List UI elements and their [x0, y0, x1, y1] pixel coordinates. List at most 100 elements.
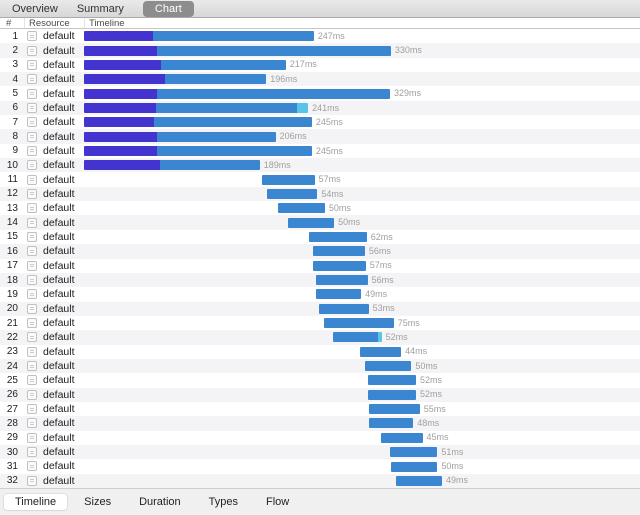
- tab-duration[interactable]: Duration: [139, 496, 181, 508]
- request-rows: 1 default 247ms 2 default 330ms 3 defaul…: [0, 29, 640, 488]
- table-row[interactable]: 32 default 49ms: [0, 473, 640, 488]
- response-segment: [315, 289, 362, 300]
- timeline-bar: [84, 74, 267, 85]
- table-row[interactable]: 13 default 50ms: [0, 201, 640, 215]
- duration-label: 241ms: [312, 102, 340, 113]
- row-number: 14: [6, 217, 18, 229]
- timeline-cell: 51ms: [84, 445, 640, 459]
- row-number: 2: [12, 45, 18, 57]
- tab-sizes[interactable]: Sizes: [84, 496, 112, 508]
- tab-summary[interactable]: Summary: [76, 2, 124, 15]
- duration-label: 45ms: [426, 432, 449, 443]
- table-row[interactable]: 27 default 55ms: [0, 402, 640, 416]
- table-row[interactable]: 11 default 57ms: [0, 172, 640, 186]
- response-segment: [396, 475, 443, 486]
- timeline-cell: 55ms: [84, 402, 640, 416]
- tab-flow[interactable]: Flow: [266, 496, 290, 508]
- table-row[interactable]: 24 default 50ms: [0, 358, 640, 374]
- resource-icon: [27, 404, 43, 415]
- timeline-bar: [84, 31, 314, 42]
- response-segment: [278, 203, 325, 214]
- timeline-cell: 56ms: [84, 273, 640, 287]
- row-number: 20: [6, 303, 18, 315]
- timeline-cell: 44ms: [84, 345, 640, 359]
- response-segment: [156, 145, 312, 156]
- table-row[interactable]: 7 default 245ms: [0, 115, 640, 129]
- table-row[interactable]: 8 default 206ms: [0, 129, 640, 144]
- table-row[interactable]: 15 default 62ms: [0, 230, 640, 244]
- resource-name: default: [43, 360, 75, 373]
- table-row[interactable]: 21 default 75ms: [0, 316, 640, 330]
- table-row[interactable]: 25 default 52ms: [0, 373, 640, 387]
- timeline-cell: 206ms: [84, 129, 640, 143]
- table-row[interactable]: 18 default 56ms: [0, 272, 640, 288]
- timeline-bar: [84, 102, 309, 113]
- column-header-number[interactable]: #: [6, 17, 12, 29]
- table-row[interactable]: 16 default 56ms: [0, 244, 640, 259]
- resource-name: default: [43, 288, 75, 301]
- duration-label: 50ms: [415, 360, 438, 371]
- table-row[interactable]: 29 default 45ms: [0, 431, 640, 445]
- resource-name: default: [43, 116, 75, 129]
- resource-icon: [27, 461, 43, 472]
- duration-label: 51ms: [441, 446, 464, 457]
- table-row[interactable]: 5 default 329ms: [0, 86, 640, 100]
- duration-label: 196ms: [270, 73, 298, 84]
- resource-icon: [27, 145, 43, 156]
- timeline-bar: [333, 332, 382, 343]
- response-segment: [364, 361, 412, 372]
- row-number: 1: [12, 30, 18, 42]
- response-segment: [390, 461, 438, 472]
- resource-name: default: [43, 44, 75, 57]
- resource-name: default: [43, 388, 75, 401]
- table-row[interactable]: 19 default 49ms: [0, 287, 640, 301]
- table-row[interactable]: 6 default 241ms: [0, 100, 640, 116]
- table-row[interactable]: 23 default 44ms: [0, 345, 640, 359]
- table-row[interactable]: 30 default 51ms: [0, 444, 640, 460]
- tab-chart[interactable]: Chart: [142, 0, 194, 17]
- resource-icon: [27, 246, 43, 257]
- duration-label: 75ms: [397, 317, 420, 328]
- table-row[interactable]: 3 default 217ms: [0, 58, 640, 72]
- table-row[interactable]: 17 default 57ms: [0, 259, 640, 273]
- table-row[interactable]: 9 default 245ms: [0, 144, 640, 158]
- tab-timeline[interactable]: Timeline: [4, 494, 68, 510]
- table-row[interactable]: 14 default 50ms: [0, 215, 640, 230]
- resource-icon: [27, 447, 43, 458]
- resource-name: default: [43, 474, 75, 487]
- table-row[interactable]: 4 default 196ms: [0, 72, 640, 87]
- column-header-timeline[interactable]: Timeline: [84, 18, 640, 29]
- response-segment: [152, 31, 314, 42]
- duration-label: 52ms: [385, 332, 408, 343]
- request-segment: [84, 88, 157, 99]
- response-segment: [156, 131, 276, 142]
- table-row[interactable]: 1 default 247ms: [0, 29, 640, 43]
- table-row[interactable]: 2 default 330ms: [0, 43, 640, 58]
- table-row[interactable]: 31 default 50ms: [0, 459, 640, 473]
- resource-name: default: [43, 331, 75, 344]
- table-row[interactable]: 22 default 52ms: [0, 330, 640, 345]
- request-segment: [84, 45, 158, 56]
- tab-types[interactable]: Types: [208, 496, 239, 508]
- row-number: 7: [12, 116, 18, 128]
- response-segment: [267, 188, 318, 199]
- duration-label: 50ms: [441, 461, 464, 472]
- resource-icon: [27, 260, 43, 271]
- table-row[interactable]: 26 default 52ms: [0, 387, 640, 402]
- table-row[interactable]: 28 default 48ms: [0, 416, 640, 431]
- resource-name: default: [43, 144, 75, 157]
- tab-overview[interactable]: Overview: [12, 2, 58, 15]
- extra-segment: [377, 332, 382, 343]
- resource-icon: [27, 188, 43, 199]
- row-number: 32: [6, 475, 18, 487]
- table-row[interactable]: 20 default 53ms: [0, 301, 640, 316]
- duration-label: 329ms: [393, 88, 421, 99]
- column-header-resource[interactable]: Resource: [24, 18, 84, 29]
- table-row[interactable]: 12 default 54ms: [0, 186, 640, 202]
- duration-label: 62ms: [370, 231, 393, 242]
- duration-label: 56ms: [368, 245, 391, 256]
- resource-icon: [27, 289, 43, 300]
- resource-icon: [27, 375, 43, 386]
- table-row[interactable]: 10 default 189ms: [0, 158, 640, 173]
